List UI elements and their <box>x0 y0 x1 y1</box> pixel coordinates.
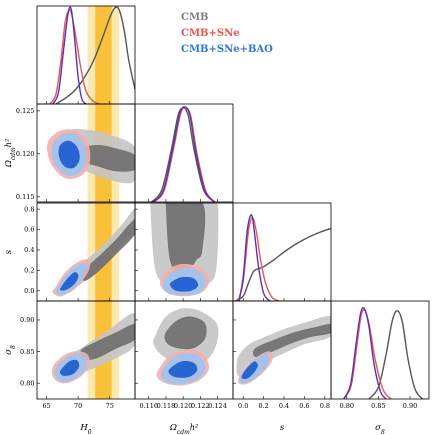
x-tick-label: 0.118 <box>157 402 176 410</box>
pdf-curve-cmb-sne-bao <box>52 6 87 104</box>
x-tick-label: 0.0 <box>238 402 248 410</box>
x-tick-label: 0.90 <box>403 402 417 410</box>
contour-cmb-inner <box>164 316 207 350</box>
contour-panel-omch2-vs-H0 <box>47 129 135 184</box>
pdf-curve-cmb-sne-bao <box>343 306 387 399</box>
legend-entry-cmb-sne: CMB+SNe <box>181 28 240 39</box>
x-tick-label: 0.2 <box>258 402 268 410</box>
pdf-panel-s <box>234 214 331 301</box>
h0-band-panel-0 <box>87 6 120 104</box>
y-tick-label: 0.115 <box>16 193 35 201</box>
x-tick-label: 0.120 <box>174 402 193 410</box>
pdf-curve-cmb <box>368 310 424 399</box>
legend-entry-cmb-sne-bao: CMB+SNe+BAO <box>181 44 273 55</box>
x-tick-label: 0.4 <box>279 402 289 410</box>
contour-panel-sigma8-vs-omch2 <box>153 308 219 386</box>
y-tick-label: 0.85 <box>20 348 34 356</box>
x-axis-label-s: s <box>280 423 285 433</box>
h0-band-inner <box>95 6 112 104</box>
contour-cmb-sne-bao-inner <box>168 361 198 378</box>
pdf-curve-cmb <box>55 6 135 104</box>
x-tick-label: 75 <box>106 402 114 410</box>
x-tick-label: 0.116 <box>139 402 158 410</box>
x-axis-label-omch2: Ωcdmh² <box>169 423 198 435</box>
contour-panel-sigma8-vs-s <box>236 316 331 385</box>
panel-frame <box>134 103 234 203</box>
y-tick-label: 0.0 <box>24 287 34 295</box>
contour-panel-s-vs-H0 <box>52 208 135 297</box>
contour-cmb-inner <box>80 219 135 281</box>
x-axis-label-H0: H0 <box>79 423 91 435</box>
contour-cmb-inner <box>164 203 206 276</box>
pdf-panel-H0 <box>49 6 135 104</box>
y-tick-label: 0.125 <box>16 107 35 115</box>
x-tick-label: 0.85 <box>371 402 385 410</box>
y-axis-label-omch2: Ωcdmh² <box>4 139 17 168</box>
pdf-curve-cmb-sne <box>237 216 280 301</box>
pdf-panel-sigma8 <box>343 306 424 399</box>
contour-cmb-sne-bao-inner <box>60 272 79 291</box>
panel-frame <box>330 300 430 400</box>
y-tick-label: 0.120 <box>16 150 35 158</box>
pdf-curve-cmb-sne-bao <box>152 106 215 202</box>
x-tick-label: 0.6 <box>299 402 309 410</box>
y-tick-label: 0.6 <box>24 226 34 234</box>
x-tick-label: 0.8 <box>320 402 330 410</box>
x-tick-label: 70 <box>74 402 82 410</box>
y-tick-label: 0.4 <box>24 246 34 254</box>
contour-cmb-sne-bao-inner <box>169 276 199 292</box>
contour-cmb-sne-bao-inner <box>59 359 80 376</box>
contour-cmb-sne-bao-inner <box>58 140 80 169</box>
x-axis-label-sigma8: σ8 <box>375 423 385 435</box>
y-tick-label: 0.90 <box>20 316 34 324</box>
x-tick-label: 65 <box>42 402 50 410</box>
pdf-panel-omch2 <box>150 106 216 202</box>
contour-panel-sigma8-vs-H0 <box>51 313 135 384</box>
y-tick-label: 0.80 <box>20 379 34 387</box>
x-tick-label: 0.80 <box>340 402 354 410</box>
pdf-curve-cmb <box>234 227 331 301</box>
panel-frame <box>36 202 136 302</box>
x-tick-label: 0.124 <box>208 402 227 410</box>
y-axis-label-s: s <box>4 249 14 254</box>
x-tick-label: 0.122 <box>191 402 210 410</box>
contour-panel-s-vs-omch2 <box>150 203 219 297</box>
pdf-curve-cmb-sne-bao <box>238 214 271 301</box>
y-tick-label: 0.2 <box>24 267 34 275</box>
contour-cmb-sne-bao-inner <box>241 361 258 379</box>
y-tick-label: 0.8 <box>24 205 34 213</box>
y-axis-label-sigma8: σ8 <box>4 345 17 355</box>
legend-entry-cmb: CMB <box>181 12 208 23</box>
